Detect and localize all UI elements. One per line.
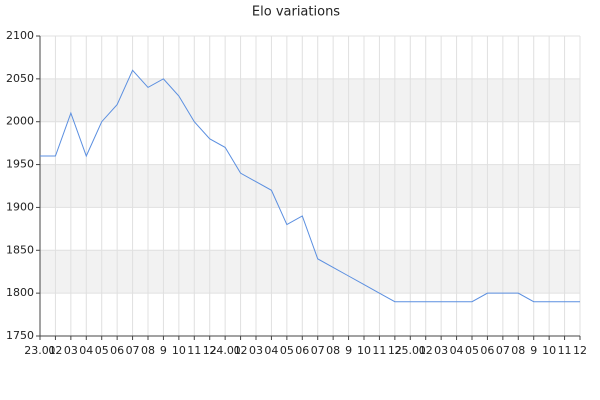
y-tick-label: 1750 (6, 329, 34, 342)
y-tick-label: 2050 (6, 72, 34, 85)
x-tick-label: 11 (372, 344, 386, 357)
x-tick-label: 06 (110, 344, 124, 357)
x-tick-label: 04 (264, 344, 278, 357)
grid-band (40, 78, 580, 122)
x-tick-label: 10 (542, 344, 556, 357)
x-tick-label: 08 (326, 344, 340, 357)
y-tick-label: 1800 (6, 286, 34, 299)
x-tick-label: 07 (311, 344, 325, 357)
x-tick-label: 12 (203, 344, 217, 357)
x-tick-label: 06 (480, 344, 494, 357)
y-tick-label: 2100 (6, 29, 34, 42)
x-tick-label: 12 (573, 344, 587, 357)
grid-band (40, 164, 580, 208)
x-tick-label: 9 (160, 344, 167, 357)
x-tick-label: 04 (450, 344, 464, 357)
chart-title: Elo variations (252, 5, 340, 20)
x-tick-label: 03 (434, 344, 448, 357)
x-tick-label: 23.01 (24, 344, 56, 357)
x-tick-label: 25.01 (395, 344, 427, 357)
x-tick-label: 02 (419, 344, 433, 357)
x-tick-label: 11 (187, 344, 201, 357)
x-tick-label: 03 (249, 344, 263, 357)
line (40, 69, 580, 303)
x-tick-label: 02 (48, 344, 62, 357)
x-tick-label: 07 (496, 344, 510, 357)
y-tick-label: 1950 (6, 158, 34, 171)
x-tick-label: 06 (295, 344, 309, 357)
x-tick-label: 10 (357, 344, 371, 357)
grid-band (40, 250, 580, 294)
x-tick-label: 9 (345, 344, 352, 357)
x-tick-label: 08 (511, 344, 525, 357)
x-tick-label: 05 (280, 344, 294, 357)
x-tick-label: 24.01 (209, 344, 241, 357)
y-tick-label: 1850 (6, 243, 34, 256)
y-tick-label: 2000 (6, 115, 34, 128)
x-tick-label: 11 (558, 344, 572, 357)
x-tick-label: 05 (95, 344, 109, 357)
x-tick-label: 05 (465, 344, 479, 357)
x-tick-label: 03 (64, 344, 78, 357)
x-tick-label: 04 (79, 344, 93, 357)
x-tick-label: 08 (141, 344, 155, 357)
y-tick-label: 1900 (6, 200, 34, 213)
x-tick-label: 12 (388, 344, 402, 357)
x-tick-label: 07 (126, 344, 140, 357)
x-tick-label: 9 (530, 344, 537, 357)
x-tick-label: 10 (172, 344, 186, 357)
x-tick-label: 02 (234, 344, 248, 357)
